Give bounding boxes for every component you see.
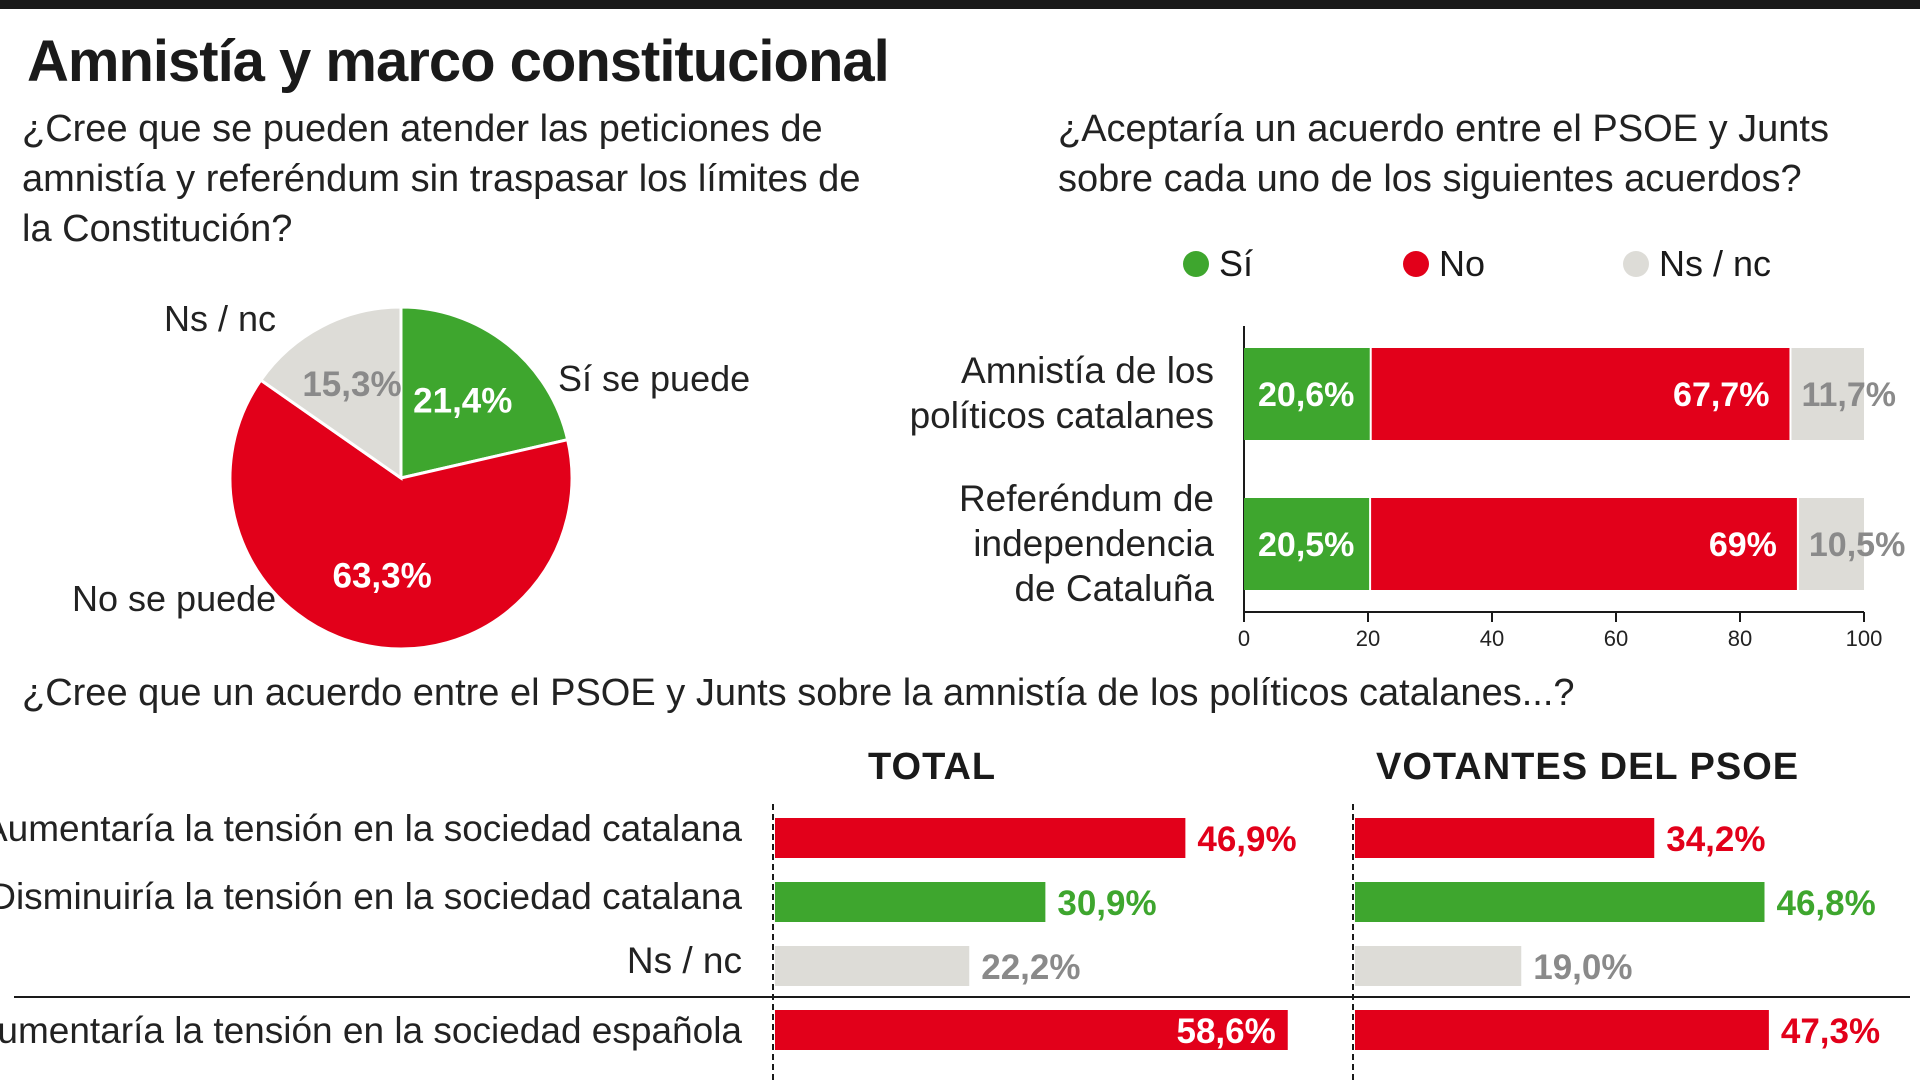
- tension-bar-1-3: [775, 946, 970, 986]
- agreement-row-label-1-line-2: políticos catalanes: [909, 395, 1214, 436]
- agreement-bar-2-si: [1244, 498, 1370, 590]
- tension-row-label-3: Ns / nc: [626, 940, 742, 981]
- tension-bar-1-4: [775, 1010, 1288, 1050]
- pie-question: ¿Cree que se pueden atender las peticion…: [22, 108, 861, 250]
- pie-label-nsnc: Ns / nc: [164, 298, 277, 339]
- agreement-tick-label-60: 60: [1604, 626, 1628, 651]
- agreement-row-label-2-line-3: de Cataluña: [1014, 568, 1214, 609]
- header-total: TOTAL: [868, 746, 997, 788]
- agreement-value-1-si: 20,6%: [1258, 376, 1354, 414]
- tension-separator: [14, 996, 1910, 998]
- tension-value-2-1: 34,2%: [1666, 820, 1765, 859]
- tension-bar-1-2: [775, 882, 1046, 922]
- agreement-row-label-2-line-1: Referéndum de: [958, 478, 1214, 519]
- tension-bar-2-1: [1355, 818, 1655, 858]
- tension-value-1-3: 22,2%: [981, 948, 1080, 987]
- pie-value-si: 21,4%: [413, 381, 512, 420]
- agreement-value-2-si: 20,5%: [1258, 526, 1354, 564]
- agreement-bar-1-si: [1244, 348, 1370, 440]
- tension-bar-1-1: [775, 818, 1186, 858]
- pie-label-si: Sí se puede: [558, 358, 751, 399]
- pie-value-no: 63,3%: [332, 556, 431, 595]
- tension-question: ¿Cree que un acuerdo entre el PSOE y Jun…: [22, 672, 1575, 714]
- legend-item-no: No: [1403, 243, 1485, 285]
- agreement-row-label-2: Referéndum de independencia de Cataluña: [959, 476, 1214, 611]
- pie-value-nsnc: 15,3%: [302, 365, 401, 404]
- agreement-value-2-nsnc: 10,5%: [1809, 526, 1905, 564]
- tension-value-2-2: 46,8%: [1777, 884, 1876, 923]
- agreement-bar-2-nsnc: [1798, 498, 1864, 590]
- legend-item-si: Sí: [1183, 243, 1253, 285]
- agreement-tick-label-20: 20: [1356, 626, 1380, 651]
- legend-dot-no: [1403, 251, 1429, 277]
- page-title: Amnistía y marco constitucional: [27, 29, 890, 94]
- tension-value-2-3: 19,0%: [1533, 948, 1632, 987]
- pie-slice-nsnc: [258, 305, 403, 481]
- agreement-value-1-nsnc: 11,7%: [1801, 376, 1896, 414]
- agreement-tick-label-80: 80: [1728, 626, 1752, 651]
- agreement-row-label-1-line-1: Amnistía de los: [961, 350, 1214, 391]
- legend-dot-si: [1183, 251, 1209, 277]
- tension-row-label-4: Aumentaría la tensión en la sociedad esp…: [0, 1010, 742, 1051]
- agreement-tick-label-0: 0: [1238, 626, 1250, 651]
- agreement-row-label-1: Amnistía de los políticos catalanes: [910, 348, 1214, 438]
- agreement-tick-label-100: 100: [1846, 626, 1883, 651]
- legend-label-si: Sí: [1219, 243, 1254, 284]
- tension-value-1-2: 30,9%: [1057, 884, 1156, 923]
- agreement-bar-2-no: [1371, 498, 1797, 590]
- agreement-bar-1-no: [1371, 348, 1790, 440]
- tension-bar-2-3: [1355, 946, 1522, 986]
- agreement-question: ¿Aceptaría un acuerdo entre el PSOE y Ju…: [1058, 108, 1829, 200]
- agreement-value-1-no: 67,7%: [1673, 376, 1769, 414]
- tension-bar-2-4: [1355, 1010, 1769, 1050]
- pie-label-no: No se puede: [72, 578, 277, 619]
- pie-slice-si: [399, 305, 570, 480]
- legend-item-nsnc: Ns / nc: [1623, 243, 1771, 285]
- pie-slice-no: [228, 378, 574, 651]
- legend-dot-nsnc: [1623, 251, 1649, 277]
- agreement-row-label-2-line-2: independencia: [973, 523, 1214, 564]
- tension-value-1-1: 46,9%: [1197, 820, 1296, 859]
- tension-row-label-1: Aumentaría la tensión en la sociedad cat…: [0, 808, 742, 849]
- legend-label-nsnc: Ns / nc: [1659, 243, 1772, 284]
- header-psoe: VOTANTES DEL PSOE: [1376, 746, 1800, 788]
- tension-row-label-2: Disminuiría la tensión en la sociedad ca…: [0, 876, 742, 917]
- legend-label-no: No: [1439, 243, 1486, 284]
- tension-value-1-4: 58,6%: [1177, 1012, 1276, 1051]
- tension-value-2-4: 47,3%: [1781, 1012, 1880, 1051]
- agreement-bar-1-nsnc: [1791, 348, 1864, 440]
- agreement-value-2-no: 69%: [1709, 526, 1777, 564]
- tension-bar-2-2: [1355, 882, 1765, 922]
- top-rule: [0, 0, 1920, 9]
- agreement-tick-label-40: 40: [1480, 626, 1504, 651]
